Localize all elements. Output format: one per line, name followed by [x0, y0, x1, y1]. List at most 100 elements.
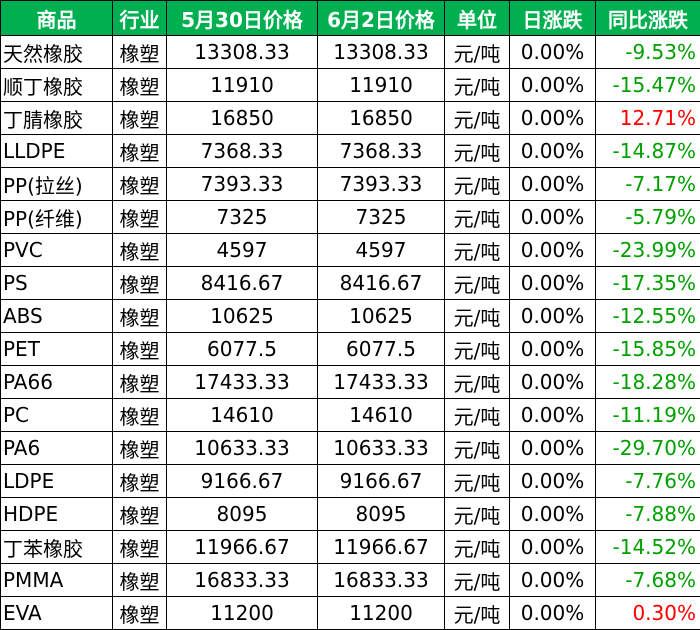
cell-price-jun2: 11910 — [318, 69, 445, 102]
cell-industry: 橡塑 — [113, 102, 167, 135]
cell-industry: 橡塑 — [113, 36, 167, 69]
cell-commodity: PET — [1, 333, 113, 366]
header-commodity: 商品 — [1, 1, 113, 36]
cell-industry: 橡塑 — [113, 465, 167, 498]
cell-unit: 元/吨 — [445, 465, 510, 498]
cell-unit: 元/吨 — [445, 168, 510, 201]
cell-unit: 元/吨 — [445, 531, 510, 564]
cell-commodity: LDPE — [1, 465, 113, 498]
cell-yoy-change: -12.55% — [596, 300, 700, 333]
cell-commodity: ABS — [1, 300, 113, 333]
cell-industry: 橡塑 — [113, 531, 167, 564]
cell-yoy-change: -17.35% — [596, 267, 700, 300]
cell-price-may30: 8095 — [167, 498, 318, 531]
cell-daily-change: 0.00% — [510, 135, 596, 168]
cell-unit: 元/吨 — [445, 300, 510, 333]
cell-commodity: PP(纤维) — [1, 201, 113, 234]
cell-daily-change: 0.00% — [510, 531, 596, 564]
cell-industry: 橡塑 — [113, 234, 167, 267]
cell-yoy-change: -23.99% — [596, 234, 700, 267]
cell-daily-change: 0.00% — [510, 333, 596, 366]
cell-unit: 元/吨 — [445, 201, 510, 234]
cell-daily-change: 0.00% — [510, 234, 596, 267]
cell-price-may30: 10633.33 — [167, 432, 318, 465]
cell-yoy-change: -15.47% — [596, 69, 700, 102]
cell-yoy-change: -7.88% — [596, 498, 700, 531]
cell-price-may30: 11200 — [167, 597, 318, 630]
cell-yoy-change: -11.19% — [596, 399, 700, 432]
cell-unit: 元/吨 — [445, 267, 510, 300]
cell-daily-change: 0.00% — [510, 465, 596, 498]
cell-industry: 橡塑 — [113, 135, 167, 168]
cell-price-jun2: 17433.33 — [318, 366, 445, 399]
cell-price-may30: 4597 — [167, 234, 318, 267]
cell-daily-change: 0.00% — [510, 498, 596, 531]
cell-yoy-change: 0.30% — [596, 597, 700, 630]
cell-price-jun2: 10633.33 — [318, 432, 445, 465]
cell-daily-change: 0.00% — [510, 102, 596, 135]
cell-daily-change: 0.00% — [510, 69, 596, 102]
cell-commodity: HDPE — [1, 498, 113, 531]
cell-price-may30: 7368.33 — [167, 135, 318, 168]
cell-unit: 元/吨 — [445, 135, 510, 168]
cell-price-jun2: 16850 — [318, 102, 445, 135]
cell-industry: 橡塑 — [113, 300, 167, 333]
cell-unit: 元/吨 — [445, 234, 510, 267]
cell-commodity: PP(拉丝) — [1, 168, 113, 201]
cell-unit: 元/吨 — [445, 102, 510, 135]
cell-unit: 元/吨 — [445, 399, 510, 432]
cell-price-jun2: 6077.5 — [318, 333, 445, 366]
cell-industry: 橡塑 — [113, 267, 167, 300]
cell-price-may30: 11966.67 — [167, 531, 318, 564]
cell-daily-change: 0.00% — [510, 432, 596, 465]
cell-industry: 橡塑 — [113, 69, 167, 102]
cell-daily-change: 0.00% — [510, 267, 596, 300]
cell-unit: 元/吨 — [445, 366, 510, 399]
cell-price-jun2: 14610 — [318, 399, 445, 432]
cell-industry: 橡塑 — [113, 168, 167, 201]
cell-unit: 元/吨 — [445, 36, 510, 69]
cell-daily-change: 0.00% — [510, 201, 596, 234]
cell-price-may30: 9166.67 — [167, 465, 318, 498]
cell-daily-change: 0.00% — [510, 597, 596, 630]
cell-yoy-change: -14.52% — [596, 531, 700, 564]
cell-yoy-change: 12.71% — [596, 102, 700, 135]
cell-industry: 橡塑 — [113, 366, 167, 399]
header-industry: 行业 — [113, 1, 167, 36]
header-daily-change: 日涨跌 — [510, 1, 596, 36]
cell-price-jun2: 11200 — [318, 597, 445, 630]
cell-commodity: EVA — [1, 597, 113, 630]
cell-price-jun2: 11966.67 — [318, 531, 445, 564]
cell-yoy-change: -7.76% — [596, 465, 700, 498]
cell-commodity: 顺丁橡胶 — [1, 69, 113, 102]
cell-daily-change: 0.00% — [510, 399, 596, 432]
cell-industry: 橡塑 — [113, 399, 167, 432]
cell-daily-change: 0.00% — [510, 300, 596, 333]
cell-price-jun2: 16833.33 — [318, 564, 445, 597]
cell-price-jun2: 7368.33 — [318, 135, 445, 168]
header-price-jun2: 6月2日价格 — [318, 1, 445, 36]
cell-price-may30: 16833.33 — [167, 564, 318, 597]
cell-unit: 元/吨 — [445, 333, 510, 366]
cell-yoy-change: -29.70% — [596, 432, 700, 465]
cell-industry: 橡塑 — [113, 498, 167, 531]
cell-price-may30: 13308.33 — [167, 36, 318, 69]
cell-price-may30: 17433.33 — [167, 366, 318, 399]
cell-price-jun2: 10625 — [318, 300, 445, 333]
cell-commodity: 丁苯橡胶 — [1, 531, 113, 564]
header-price-may30: 5月30日价格 — [167, 1, 318, 36]
